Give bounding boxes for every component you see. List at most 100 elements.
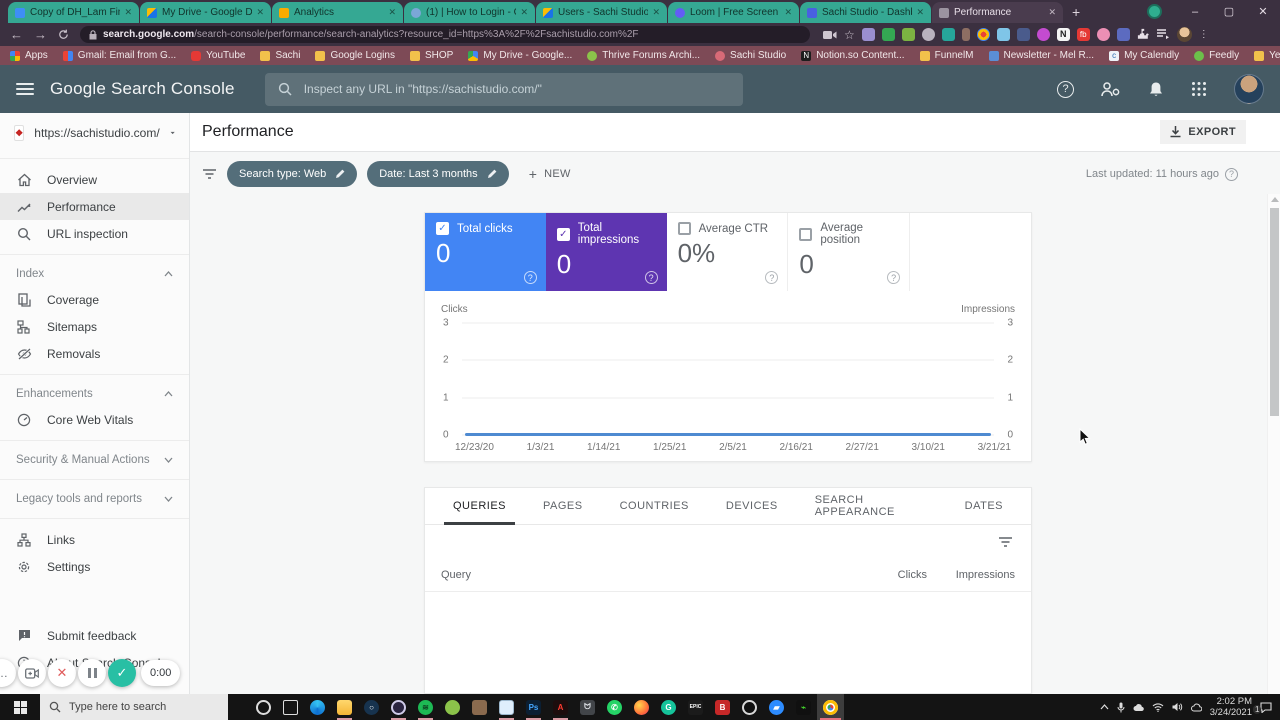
sidebar-item-settings[interactable]: Settings	[0, 553, 189, 580]
export-button[interactable]: EXPORT	[1160, 120, 1246, 144]
tab-close-icon[interactable]: ✕	[1048, 7, 1056, 17]
column-clicks[interactable]: Clicks	[897, 568, 927, 581]
loom-cancel-button[interactable]: ✕	[48, 659, 76, 687]
grammarly-icon[interactable]: G	[655, 694, 682, 720]
file-explorer-icon[interactable]	[331, 694, 358, 720]
leaf-app-icon[interactable]	[439, 694, 466, 720]
tab-search-appearance[interactable]: SEARCH APPEARANCE	[814, 494, 895, 518]
loom-pause-button[interactable]	[78, 659, 106, 687]
back-icon[interactable]: ←	[10, 27, 23, 42]
help-circle-icon[interactable]: ?	[523, 271, 537, 284]
bookmark-star-icon[interactable]: ☆	[844, 27, 855, 42]
google-apps-grid-icon[interactable]	[1191, 81, 1207, 97]
checkbox-unchecked-icon[interactable]	[677, 222, 691, 235]
taskbar-clock[interactable]: 2:02 PM 3/24/2021	[1210, 696, 1252, 719]
new-tab-button[interactable]: +	[1072, 4, 1081, 20]
bookmark-item[interactable]: Yeeli	[1254, 50, 1280, 61]
extension-icon[interactable]	[921, 28, 935, 41]
browser-tab[interactable]: Sachi Studio - Dashboard ✕	[800, 2, 931, 23]
sidebar-section-index[interactable]: Index	[0, 262, 189, 286]
tab-close-icon[interactable]: ✕	[916, 7, 924, 17]
browser-avatar[interactable]	[1176, 27, 1192, 42]
acrobat-icon[interactable]: A	[547, 694, 574, 720]
loom-more-button[interactable]: …	[0, 659, 16, 687]
sidebar-item-url-inspection[interactable]: URL inspection	[0, 220, 189, 247]
whatsapp-icon[interactable]: ✆	[601, 694, 628, 720]
scrollbar-thumb[interactable]	[1270, 208, 1279, 416]
spotify-icon[interactable]: ≋	[412, 694, 439, 720]
checkbox-checked-icon[interactable]: ✓	[436, 222, 449, 235]
tab-pages[interactable]: PAGES	[543, 500, 583, 512]
clicks-series-line[interactable]	[465, 433, 991, 436]
zoom-icon[interactable]: ▰	[763, 694, 790, 720]
loom-app-icon[interactable]	[385, 694, 412, 720]
sidebar-section-legacy[interactable]: Legacy tools and reports	[0, 487, 189, 511]
column-query[interactable]: Query	[441, 568, 471, 581]
url-inspect-search[interactable]: Inspect any URL in "https://sachistudio.…	[264, 72, 743, 106]
taskbar-search[interactable]: Type here to search	[40, 694, 228, 720]
browser-tab[interactable]: Copy of DH_Lam Final_6_3 ✕	[8, 2, 139, 23]
metric-card-total-impressions[interactable]: ✓ Total impressions 0 ?	[545, 213, 667, 291]
help-circle-icon[interactable]: ?	[1225, 167, 1238, 181]
metric-card-total-clicks[interactable]: ✓ Total clicks 0 ?	[425, 213, 546, 291]
cloud-icon[interactable]	[1133, 703, 1144, 712]
tab-close-icon[interactable]: ✕	[652, 7, 660, 17]
extension-icon[interactable]	[1036, 28, 1050, 41]
menu-hamburger-icon[interactable]	[16, 80, 34, 98]
new-filter-button[interactable]: + NEW	[529, 166, 571, 182]
notepad-icon[interactable]	[493, 694, 520, 720]
account-avatar[interactable]	[1234, 74, 1264, 104]
table-filter-icon[interactable]	[998, 536, 1013, 548]
tab-close-icon[interactable]: ✕	[124, 7, 132, 17]
help-circle-icon[interactable]: ?	[644, 271, 658, 284]
bookmark-item[interactable]: My Drive - Google...	[468, 50, 572, 61]
media-list-icon[interactable]	[1156, 29, 1170, 40]
obs-icon[interactable]	[736, 694, 763, 720]
bookmark-item[interactable]: Gmail: Email from G...	[62, 50, 176, 61]
help-circle-icon[interactable]: ?	[765, 271, 779, 284]
onedrive-icon[interactable]	[1190, 703, 1202, 712]
extension-icon[interactable]	[976, 28, 990, 41]
extension-icon[interactable]	[1016, 28, 1030, 41]
browser-tab[interactable]: Users - Sachi Studio - Goo ✕	[536, 2, 667, 23]
forward-icon[interactable]: →	[34, 27, 47, 42]
volume-icon[interactable]	[1172, 702, 1183, 712]
bookmark-item[interactable]: YouTube	[191, 50, 245, 61]
start-button[interactable]	[0, 694, 40, 720]
browser-profile-icon[interactable]	[1147, 4, 1162, 19]
checkbox-unchecked-icon[interactable]	[799, 227, 813, 241]
help-icon[interactable]: ?	[1057, 80, 1074, 98]
cortana-icon[interactable]	[250, 694, 277, 720]
sidebar-section-security[interactable]: Security & Manual Actions	[0, 448, 189, 472]
extensions-puzzle-icon[interactable]	[1137, 28, 1150, 41]
bookmark-item[interactable]: N Notion.so Content...	[801, 50, 905, 61]
browser-tab[interactable]: Loom | Free Screen & Vid ✕	[668, 2, 799, 23]
browser-tab-active[interactable]: Performance ✕	[932, 2, 1063, 23]
checkbox-checked-icon[interactable]: ✓	[556, 227, 570, 241]
tab-queries[interactable]: QUERIES	[443, 488, 516, 525]
chrome-icon[interactable]	[817, 694, 844, 720]
epic-games-icon[interactable]: EPIC	[682, 694, 709, 720]
bookmark-item[interactable]: Sachi Studio	[715, 50, 786, 61]
minimize-button[interactable]: –	[1191, 5, 1199, 18]
notifications-bell-icon[interactable]	[1148, 81, 1164, 98]
help-circle-icon[interactable]: ?	[887, 271, 901, 284]
tab-dates[interactable]: DATES	[964, 500, 1003, 512]
firefox-icon[interactable]	[628, 694, 655, 720]
microphone-icon[interactable]	[1117, 702, 1125, 713]
sidebar-section-enhancements[interactable]: Enhancements	[0, 382, 189, 406]
action-center-icon[interactable]: 1	[1253, 701, 1272, 714]
column-impressions[interactable]: Impressions	[955, 568, 1015, 581]
metric-card-average-position[interactable]: Average position 0 ?	[788, 213, 911, 291]
filter-chip-search-type[interactable]: Search type: Web	[227, 161, 358, 187]
photoshop-icon[interactable]: Ps	[520, 694, 547, 720]
tab-close-icon[interactable]: ✕	[520, 7, 528, 17]
sidebar-item-removals[interactable]: Removals	[0, 340, 189, 367]
sidebar-item-overview[interactable]: Overview	[0, 166, 189, 193]
tab-devices[interactable]: DEVICES	[725, 500, 778, 512]
camera-icon[interactable]	[823, 30, 837, 40]
tab-close-icon[interactable]: ✕	[388, 7, 396, 17]
maximize-button[interactable]: ▢	[1223, 6, 1235, 18]
extension-icon[interactable]	[901, 28, 915, 41]
sidebar-item-coverage[interactable]: Coverage	[0, 286, 189, 313]
